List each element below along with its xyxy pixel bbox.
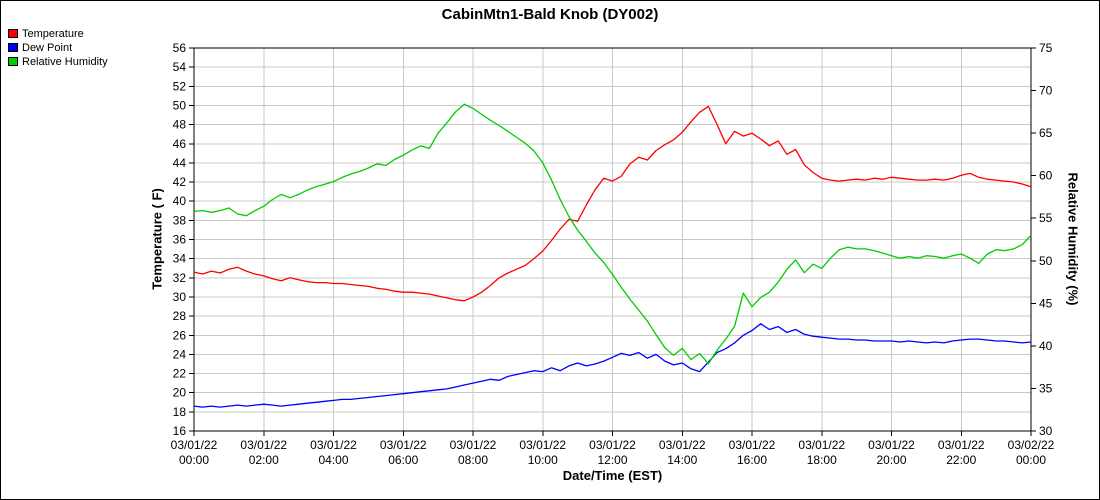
legend-label-relative-humidity: Relative Humidity [22,55,108,68]
right-tick-label: 55 [1039,211,1053,225]
chart-title: CabinMtn1-Bald Knob (DY002) [441,6,659,23]
right-tick-label: 75 [1039,41,1053,55]
right-tick-label: 60 [1039,169,1053,183]
x-tick-date-label: 03/01/22 [938,438,985,452]
x-tick-time-label: 16:00 [737,453,767,467]
dew-point-swatch-icon [8,43,18,52]
right-tick-label: 70 [1039,84,1053,98]
x-tick-date-label: 03/01/22 [868,438,915,452]
left-tick-label: 56 [173,41,187,55]
x-tick-date-label: 03/02/22 [1008,438,1055,452]
legend-item-temperature: Temperature [8,27,108,40]
right-tick-label: 65 [1039,126,1053,140]
x-tick-date-label: 03/01/22 [589,438,636,452]
left-tick-label: 54 [173,60,187,74]
left-tick-label: 48 [173,118,187,132]
left-tick-label: 38 [173,213,187,227]
left-tick-label: 28 [173,309,187,323]
left-tick-label: 26 [173,328,187,342]
left-tick-label: 36 [173,233,187,247]
left-tick-label: 42 [173,175,187,189]
right-tick-label: 35 [1039,381,1053,395]
x-tick-date-label: 03/01/22 [659,438,706,452]
x-tick-time-label: 02:00 [249,453,279,467]
right-tick-label: 45 [1039,296,1053,310]
x-tick-time-label: 06:00 [388,453,418,467]
left-tick-label: 46 [173,137,187,151]
x-tick-time-label: 10:00 [528,453,558,467]
x-tick-time-label: 20:00 [876,453,906,467]
x-tick-time-label: 00:00 [1016,453,1046,467]
x-tick-date-label: 03/01/22 [519,438,566,452]
left-tick-label: 44 [173,156,187,170]
x-tick-date-label: 03/01/22 [310,438,357,452]
x-tick-date-label: 03/01/22 [450,438,497,452]
left-tick-label: 34 [173,252,187,266]
x-tick-date-label: 03/01/22 [729,438,776,452]
relative-humidity-swatch-icon [8,57,18,66]
x-tick-time-label: 00:00 [179,453,209,467]
temperature-swatch-icon [8,29,18,38]
left-tick-label: 40 [173,194,187,208]
right-tick-label: 50 [1039,254,1053,268]
x-tick-date-label: 03/01/22 [240,438,287,452]
x-tick-time-label: 04:00 [318,453,348,467]
x-axis-title: Date/Time (EST) [562,468,663,483]
right-tick-label: 40 [1039,339,1053,353]
x-tick-date-label: 03/01/22 [798,438,845,452]
series-line-relative-humidity [193,103,1032,365]
x-tick-time-label: 22:00 [946,453,976,467]
series-line-dew-point [193,323,1032,408]
legend-label-dew-point: Dew Point [22,41,73,54]
legend-item-relative-humidity: Relative Humidity [8,55,108,68]
left-tick-label: 18 [173,405,187,419]
series-line-temperature [193,105,1032,302]
x-tick-time-label: 14:00 [667,453,697,467]
left-tick-label: 52 [173,79,187,93]
x-tick-time-label: 18:00 [807,453,837,467]
left-tick-label: 20 [173,386,187,400]
x-tick-time-label: 08:00 [458,453,488,467]
left-tick-label: 30 [173,290,187,304]
left-tick-label: 50 [173,98,187,112]
left-tick-label: 22 [173,367,187,381]
legend: Temperature Dew Point Relative Humidity [8,27,108,68]
left-tick-label: 32 [173,271,187,285]
left-tick-label: 24 [173,347,187,361]
legend-item-dew-point: Dew Point [8,41,108,54]
left-tick-label: 16 [173,424,187,438]
x-tick-time-label: 12:00 [597,453,627,467]
x-tick-date-label: 03/01/22 [171,438,218,452]
legend-label-temperature: Temperature [22,27,84,40]
right-tick-label: 30 [1039,424,1053,438]
x-tick-date-label: 03/01/22 [380,438,427,452]
